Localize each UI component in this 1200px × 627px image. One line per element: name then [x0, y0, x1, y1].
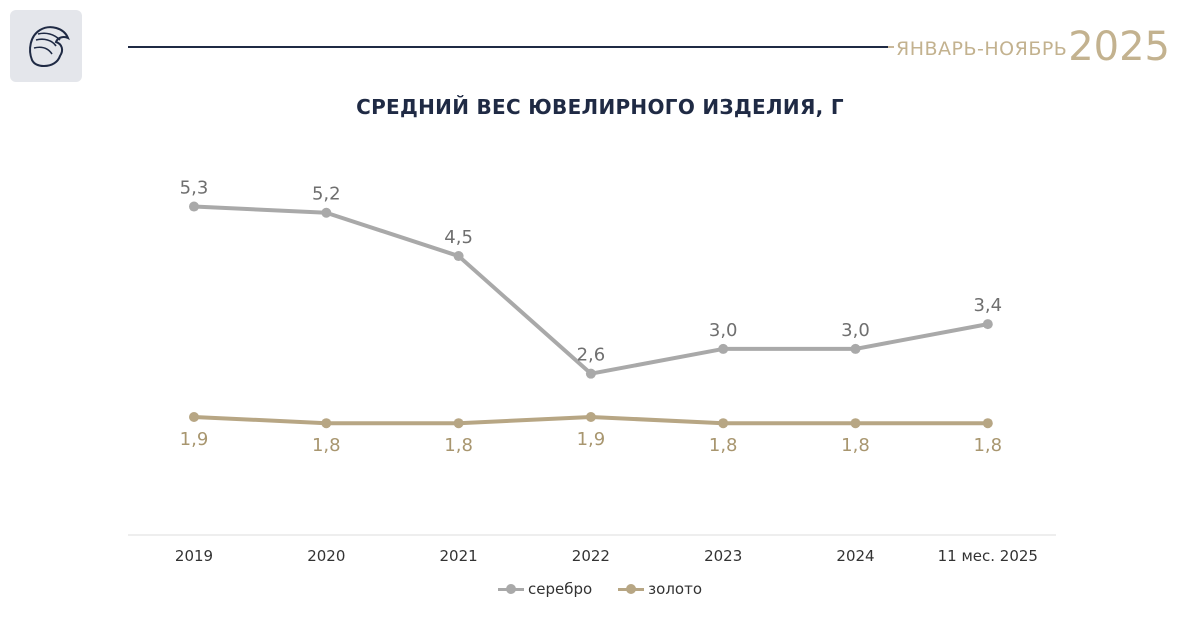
- data-point-silver: [453, 251, 464, 262]
- chart-legend: серебро золото: [0, 580, 1200, 598]
- logo-icon: [10, 10, 82, 82]
- data-label-silver: 3,0: [709, 320, 738, 341]
- data-label-silver: 3,0: [841, 320, 870, 341]
- data-label-silver: 4,5: [444, 227, 473, 248]
- data-label-gold: 1,9: [577, 429, 606, 450]
- data-point-gold: [718, 418, 729, 429]
- data-point-silver: [321, 207, 332, 218]
- x-tick-label: 2022: [572, 547, 610, 565]
- data-point-gold: [585, 412, 596, 422]
- data-label-silver: 5,3: [180, 178, 209, 199]
- data-point-silver: [189, 201, 199, 212]
- data-label-gold: 1,8: [841, 435, 870, 456]
- x-tick-label: 2021: [440, 547, 478, 565]
- data-point-gold: [189, 412, 199, 422]
- header-rule-accent: [888, 46, 894, 48]
- data-point-gold: [850, 418, 861, 429]
- profile-emblem-icon: [29, 26, 70, 68]
- header-rule: [128, 46, 888, 48]
- x-tick-label: 2019: [175, 547, 213, 565]
- data-label-silver: 5,2: [312, 184, 341, 205]
- data-point-silver: [982, 319, 993, 330]
- period-label: ЯНВАРЬ-НОЯБРЬ: [896, 38, 1068, 60]
- data-label-gold: 1,8: [444, 435, 473, 456]
- legend-swatch-silver: [497, 583, 524, 594]
- year-label: 2025: [1068, 24, 1170, 70]
- data-label-gold: 1,8: [973, 435, 1002, 456]
- data-point-gold: [321, 418, 332, 429]
- data-label-gold: 1,8: [709, 435, 738, 456]
- x-tick-label: 11 мес. 2025: [938, 547, 1038, 565]
- x-tick-label: 2023: [704, 547, 742, 565]
- legend-label-gold: золото: [648, 580, 703, 598]
- legend-swatch-gold: [618, 583, 645, 594]
- data-point-gold: [453, 418, 464, 429]
- data-label-silver: 2,6: [577, 345, 606, 366]
- data-label-silver: 3,4: [973, 295, 1002, 316]
- legend-item-gold: золото: [618, 580, 702, 598]
- x-tick-label: 2024: [836, 547, 874, 565]
- chart-title: СРЕДНИЙ ВЕС ЮВЕЛИРНОГО ИЗДЕЛИЯ, Г: [356, 95, 844, 119]
- data-point-gold: [982, 418, 993, 429]
- data-label-gold: 1,8: [312, 435, 341, 456]
- data-label-gold: 1,9: [180, 429, 209, 450]
- data-point-silver: [585, 368, 596, 379]
- data-point-silver: [850, 343, 861, 354]
- x-tick-label: 2020: [307, 547, 345, 565]
- legend-item-silver: серебро: [497, 580, 593, 598]
- data-point-silver: [718, 343, 729, 354]
- legend-label-silver: серебро: [527, 580, 593, 598]
